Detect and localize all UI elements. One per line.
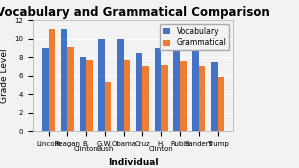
Bar bbox=[86, 60, 93, 131]
Bar bbox=[61, 29, 67, 131]
Bar bbox=[136, 52, 142, 131]
Bar bbox=[42, 48, 48, 131]
Bar bbox=[173, 40, 180, 131]
Bar bbox=[142, 66, 149, 131]
Bar bbox=[218, 77, 224, 131]
Bar bbox=[105, 82, 112, 131]
Bar bbox=[124, 60, 130, 131]
Bar bbox=[117, 39, 124, 131]
Bar bbox=[48, 29, 55, 131]
Bar bbox=[155, 48, 161, 131]
Bar bbox=[180, 61, 187, 131]
Bar bbox=[161, 65, 168, 131]
Bar bbox=[192, 32, 199, 131]
X-axis label: Individual: Individual bbox=[108, 158, 158, 167]
Y-axis label: Grade Level: Grade Level bbox=[0, 48, 9, 103]
Bar bbox=[67, 47, 74, 131]
Bar bbox=[199, 66, 205, 131]
Legend: Vocabulary, Grammatical: Vocabulary, Grammatical bbox=[160, 24, 229, 50]
Bar bbox=[98, 39, 105, 131]
Bar bbox=[211, 62, 218, 131]
Title: Vocabulary and Grammatical Comparison: Vocabulary and Grammatical Comparison bbox=[0, 6, 270, 19]
Bar bbox=[80, 57, 86, 131]
